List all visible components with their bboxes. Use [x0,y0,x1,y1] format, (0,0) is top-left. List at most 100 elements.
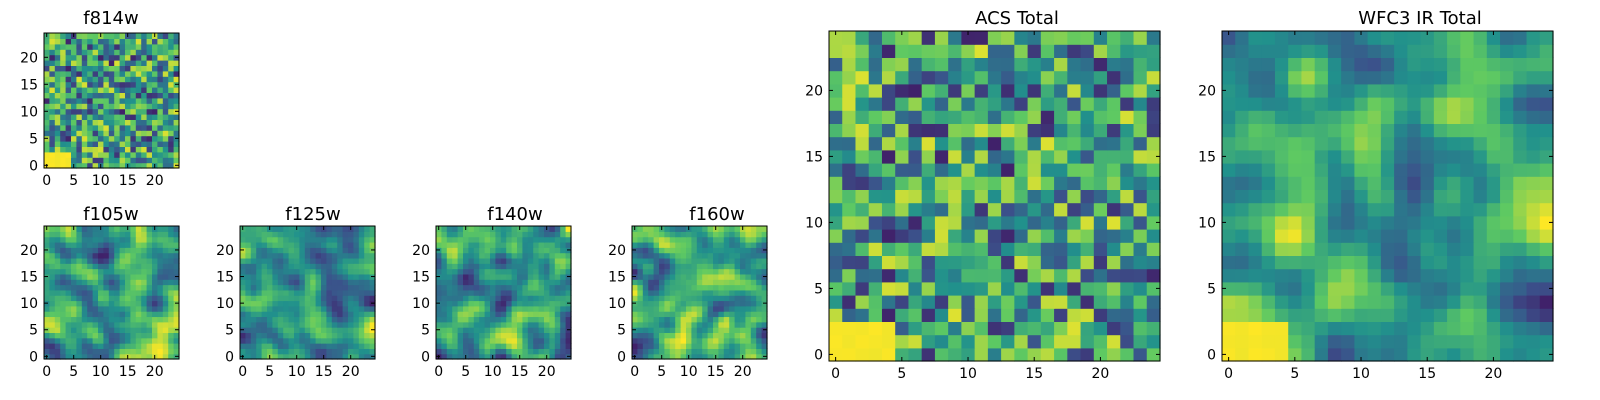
x-tick-label: 5 [69,364,78,380]
heatmap-cell [256,279,263,286]
heatmap-cell [446,300,453,307]
heatmap-cell [1327,136,1342,151]
heatmap-cell [130,241,137,248]
heatmap-cell [1460,255,1475,270]
heatmap-cell [342,332,349,339]
heatmap-cell [358,332,365,339]
heatmap-cell [707,316,714,323]
heatmap-cell [675,263,682,270]
heatmap-cell [358,241,365,248]
heatmap-cell [152,146,158,153]
heatmap-cell [1133,149,1148,164]
heatmap-cell [337,226,344,232]
heatmap-cell [130,162,137,169]
heatmap-cell [648,231,655,238]
heatmap-cell [533,343,540,349]
heatmap-cell [881,57,896,72]
heatmap-cell [1394,189,1408,204]
heatmap-cell [490,289,496,296]
heatmap-cell [348,284,354,291]
heatmap-cell [240,316,246,323]
heatmap-cell [141,114,148,120]
heatmap-cell [267,348,273,355]
heatmap-cell [157,236,164,243]
heatmap-cell [326,332,333,339]
heatmap-cell [934,308,949,322]
heatmap-cell [1327,123,1342,138]
heatmap-cell [1354,31,1369,45]
heatmap-cell [544,300,550,307]
heatmap-cell [54,97,61,104]
heatmap-cell [103,60,110,66]
heatmap-cell [1420,202,1435,217]
heatmap-cell [1001,281,1015,296]
heatmap-cell [1394,44,1408,58]
heatmap-cell [560,257,567,264]
heatmap-cell [119,257,126,264]
heatmap-cell [1261,57,1276,72]
heatmap-cell [1380,163,1395,177]
heatmap-cell [934,83,949,98]
heatmap-cell [141,305,148,312]
heatmap-cell [60,76,67,83]
heatmap-cell [135,337,142,344]
heatmap-cell [65,151,72,158]
heatmap-cell [146,263,153,270]
heatmap-cell [527,311,534,318]
heatmap-cell [152,54,158,61]
heatmap-cell [934,97,949,111]
heatmap-cell [1301,31,1316,45]
heatmap-cell [948,70,962,85]
heatmap-cell [533,327,540,333]
heatmap-cell [60,273,67,280]
heatmap-cell [1120,163,1135,177]
heatmap-cell [87,279,94,286]
heatmap-cell [315,247,322,254]
heatmap-cell [632,241,638,248]
heatmap-cell [162,92,169,99]
heatmap-cell [342,348,349,355]
heatmap-cell [648,343,655,349]
heatmap-cell [484,337,491,344]
heatmap-cell [1107,176,1121,190]
heatmap-cell [756,273,763,280]
heatmap-cell [987,83,1002,98]
heatmap-cell [1133,215,1148,230]
heatmap-cell [250,305,257,312]
heatmap-cell [1513,281,1528,296]
heatmap-cell [457,305,464,312]
heatmap-cell [718,236,725,243]
heatmap-cell [881,97,896,111]
heatmap-cell [533,241,540,248]
heatmap-cell [707,337,714,344]
heatmap-cell [1460,308,1475,322]
heatmap-cell [1433,308,1448,322]
heatmap-cell [141,343,148,349]
heatmap-cell [1539,136,1554,151]
heatmap-cell [1447,255,1461,270]
heatmap-cell [60,321,67,328]
heatmap-cell [98,76,104,83]
heatmap-cell [1080,136,1095,151]
y-tick-label: 0 [29,158,38,174]
heatmap-cell [868,321,883,336]
heatmap-cell [1274,189,1289,204]
heatmap-cell [92,60,99,66]
heatmap-cell [1473,163,1488,177]
heatmap-cell [653,321,660,328]
heatmap-cell [517,305,523,312]
heatmap-cell [1288,97,1303,111]
heatmap-cell [829,163,843,177]
heatmap-cell [1235,31,1250,45]
heatmap-cell [168,327,175,333]
heatmap-cell [288,247,295,254]
heatmap-cell [1235,97,1250,111]
heatmap-cell [173,70,180,77]
heatmap-cell [108,236,115,243]
heatmap-cell [1367,229,1382,243]
heatmap-cell [337,289,344,296]
heatmap-cell [173,295,180,302]
heatmap-cell [729,268,736,275]
heatmap-cell [446,263,453,270]
heatmap-cell [1327,83,1342,98]
